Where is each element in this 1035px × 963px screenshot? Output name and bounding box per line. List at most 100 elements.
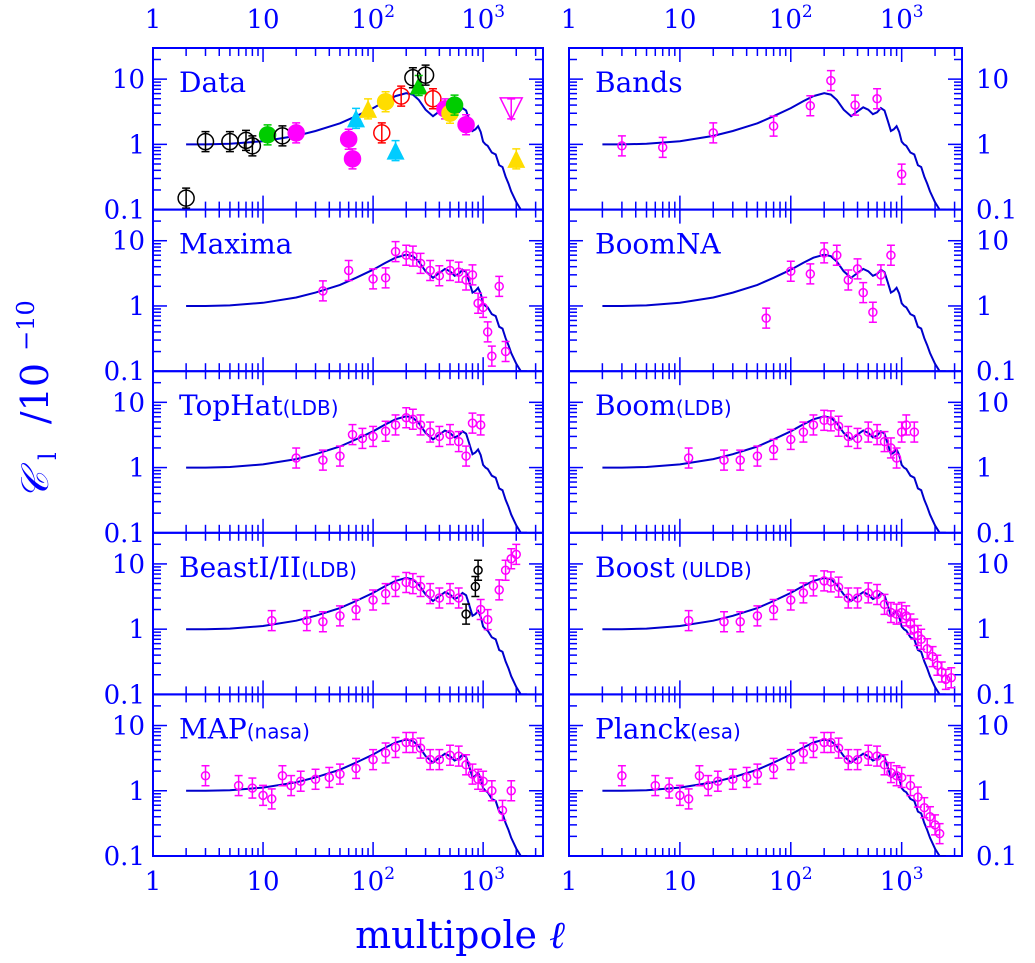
data-point [233, 774, 244, 797]
x-tick-label-bottom: 102 [769, 864, 813, 897]
data-point [786, 260, 796, 283]
data-point [511, 543, 522, 566]
theory-curve [602, 415, 946, 533]
marker-circle [872, 429, 882, 440]
x-tick-label-bottom: 103 [880, 864, 924, 897]
data-point [247, 777, 258, 799]
data-point [434, 265, 445, 287]
data-point [886, 601, 896, 624]
marker-circle [891, 609, 902, 619]
marker-circle [852, 433, 863, 444]
marker-circle [467, 270, 478, 280]
marker-circle [368, 274, 378, 284]
data-point [683, 609, 694, 632]
marker-circle [401, 413, 411, 423]
marker-circle [786, 754, 796, 765]
data-point [868, 301, 878, 324]
data-point [386, 139, 405, 162]
svg-text:𝒞 l /10: 𝒞 l /10 −10 [12, 300, 65, 499]
data-point [946, 666, 957, 689]
theory-curve [602, 92, 946, 210]
data-point [896, 766, 907, 789]
marker-circle [683, 615, 694, 626]
x-tick-label-bottom: 1 [561, 867, 578, 897]
panel-label: Planck(esa) [595, 712, 741, 745]
data-point [768, 598, 779, 621]
data-point [786, 428, 796, 451]
data-point [728, 768, 738, 791]
data-point [833, 415, 844, 437]
data-point [752, 605, 763, 627]
data-point [318, 280, 328, 302]
data-point [478, 770, 488, 792]
marker-circle [752, 451, 763, 461]
marker-circle [200, 770, 211, 781]
data-point [872, 423, 882, 446]
data-point [805, 263, 816, 285]
y-tick-label: 0.1 [976, 680, 1017, 710]
data-point [891, 764, 902, 787]
marker-circle [408, 737, 418, 748]
data-point [415, 414, 426, 436]
data-point [852, 427, 863, 450]
data-point [798, 742, 809, 764]
marker-circle [401, 250, 411, 260]
marker-circle [482, 327, 493, 337]
marker-circle [927, 651, 938, 662]
y-tick-label: 0.1 [104, 680, 145, 710]
marker-circle [909, 427, 920, 437]
data-point [843, 748, 854, 771]
data-point [863, 421, 874, 443]
theory-curve [602, 738, 946, 857]
marker-circle [683, 453, 694, 463]
marker-circle [380, 273, 391, 283]
marker-circle [267, 794, 277, 804]
marker-circle [886, 250, 896, 260]
data-point [310, 768, 321, 791]
marker-triangle [359, 99, 378, 118]
data-point [434, 425, 445, 448]
data-point [808, 414, 819, 436]
marker-circle [735, 455, 745, 465]
marker-circle [735, 616, 745, 627]
panel-data: 0.1 1 10 Data [104, 47, 544, 226]
marker-circle [826, 416, 836, 426]
marker-circle [934, 828, 945, 839]
data-point [808, 575, 819, 597]
data-point [798, 582, 809, 604]
data-point [343, 259, 354, 282]
marker-circle [826, 577, 836, 587]
data-point [453, 745, 464, 767]
data-point [852, 748, 863, 771]
marker-circle [768, 121, 779, 131]
panel-boost: 0.1 1 10 Boost (ULDB) [568, 531, 1017, 710]
marker-circle [461, 609, 471, 619]
marker-circle [768, 763, 779, 774]
x-tick-label-top: 102 [769, 2, 813, 35]
data-point [445, 94, 464, 116]
data-point [357, 427, 368, 450]
data-point [886, 244, 896, 266]
marker-circle [500, 346, 511, 357]
y-tick-label: 1 [976, 292, 993, 322]
data-point [872, 88, 882, 110]
x-tick-label-bottom: 102 [351, 864, 395, 897]
data-point [930, 814, 940, 836]
data-point [473, 559, 483, 581]
y-tick-label: 1 [976, 615, 993, 645]
data-point [318, 610, 328, 633]
marker-triangle-down [499, 97, 524, 122]
data-point [719, 610, 729, 633]
panel-label: Data [179, 66, 246, 99]
marker-circle [826, 737, 836, 748]
marker-circle [177, 189, 195, 207]
data-point [735, 610, 745, 633]
marker-circle [761, 313, 771, 323]
marker-circle [415, 420, 426, 430]
data-point [905, 774, 916, 797]
data-point [347, 423, 358, 446]
data-point [934, 822, 945, 845]
marker-circle [343, 150, 362, 168]
y-tick-label: 10 [112, 227, 145, 257]
marker-circle [445, 429, 455, 440]
